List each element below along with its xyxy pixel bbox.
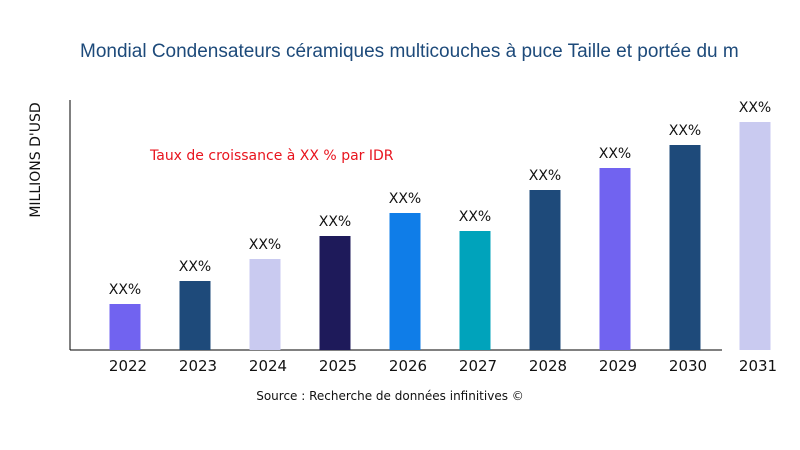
data-label: XX% <box>459 209 491 225</box>
x-tick-label: 2025 <box>319 357 357 375</box>
data-label: XX% <box>669 123 701 139</box>
chart-title: Mondial Condensateurs céramiques multico… <box>80 41 739 62</box>
bar-2024 <box>249 259 281 350</box>
bar-2022 <box>109 304 141 350</box>
x-tick-label: 2031 <box>739 357 777 375</box>
x-tick-label: 2022 <box>109 357 147 375</box>
data-label: XX% <box>319 214 351 230</box>
bar-2027 <box>459 231 491 350</box>
data-label: XX% <box>109 282 141 298</box>
x-tick-label: 2027 <box>459 357 497 375</box>
data-label: XX% <box>389 191 421 207</box>
source-note: Source : Recherche de données infinitive… <box>256 389 524 403</box>
bar-2029 <box>599 168 631 350</box>
data-label: XX% <box>249 237 281 253</box>
x-tick-label: 2028 <box>529 357 567 375</box>
y-axis-label: MILLIONS D'USD <box>28 102 44 217</box>
x-tick-label: 2023 <box>179 357 217 375</box>
x-tick-label: 2026 <box>389 357 427 375</box>
x-tick-label: 2029 <box>599 357 637 375</box>
bar-2031 <box>739 122 771 350</box>
bar-2026 <box>389 213 421 350</box>
growth-annotation: Taux de croissance à XX % par IDR <box>149 148 394 164</box>
bar-2023 <box>179 281 211 350</box>
x-tick-label: 2030 <box>669 357 707 375</box>
data-label: XX% <box>599 146 631 162</box>
data-label: XX% <box>179 259 211 275</box>
x-tick-label: 2024 <box>249 357 287 375</box>
bar-2030 <box>669 145 701 350</box>
bar-2028 <box>529 190 561 350</box>
data-label: XX% <box>529 168 561 184</box>
bar-2025 <box>319 236 351 350</box>
data-label: XX% <box>739 100 771 116</box>
